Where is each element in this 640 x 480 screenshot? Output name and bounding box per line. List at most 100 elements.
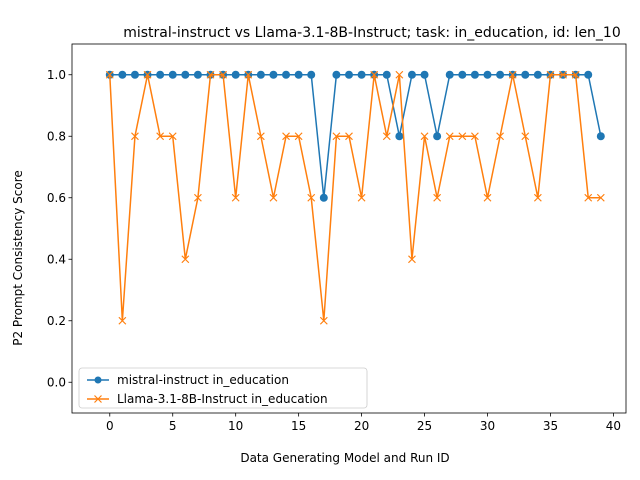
- data-point: [596, 193, 605, 202]
- data-point: [319, 316, 328, 325]
- data-point: [256, 132, 265, 141]
- data-point: [370, 70, 379, 79]
- data-point: [533, 70, 542, 79]
- data-point: [496, 132, 505, 141]
- y-tick-label: 0.0: [47, 375, 66, 389]
- data-point: [345, 70, 353, 79]
- series-2: [105, 70, 605, 325]
- data-point: [357, 193, 366, 202]
- data-point: [458, 70, 467, 79]
- x-tick-label: 25: [417, 419, 432, 433]
- data-point: [571, 70, 580, 79]
- series-layer: [105, 70, 605, 325]
- data-point: [546, 70, 555, 79]
- x-tick-label: 10: [228, 419, 243, 433]
- data-point: [105, 70, 114, 79]
- axes-frame: [71, 43, 627, 414]
- data-point: [231, 70, 240, 79]
- x-tick-label: 35: [543, 419, 558, 433]
- data-point: [382, 132, 391, 141]
- data-point: [445, 132, 454, 141]
- data-point: [433, 193, 442, 202]
- x-tick-label: 30: [480, 419, 495, 433]
- series-line: [109, 74, 602, 199]
- y-tick-label: 0.8: [47, 129, 66, 143]
- data-point: [508, 70, 517, 79]
- y-tick-label: 0.6: [47, 191, 66, 205]
- data-point: [168, 132, 177, 141]
- data-point: [219, 70, 228, 79]
- x-axis: 0 5 10 15 20 25 30 35 40: [106, 413, 621, 433]
- data-point: [156, 70, 165, 79]
- data-point: [118, 70, 127, 79]
- data-point: [584, 193, 593, 202]
- x-tick-label: 0: [106, 419, 114, 433]
- legend-box: [78, 367, 368, 409]
- legend-item: mistral-instruct in_education: [87, 373, 289, 387]
- y-tick-label: 1.0: [47, 68, 66, 82]
- x-tick-label: 40: [606, 419, 621, 433]
- plot-area: [71, 43, 627, 414]
- data-point: [584, 70, 593, 79]
- data-point: [596, 132, 605, 141]
- data-point: [181, 70, 190, 79]
- data-point: [130, 70, 139, 79]
- data-point: [332, 70, 341, 79]
- data-point: [458, 132, 467, 141]
- data-point: [118, 316, 127, 325]
- data-point: [445, 70, 454, 79]
- data-point: [420, 132, 429, 141]
- data-point: [521, 70, 530, 79]
- y-axis: 0.0 0.2 0.4 0.6 0.8 1.0: [47, 68, 72, 389]
- data-point: [483, 193, 492, 202]
- chart-title: mistral-instruct vs Llama-3.1-8B-Instruc…: [123, 25, 621, 41]
- data-point: [420, 70, 429, 79]
- data-point: [470, 132, 479, 141]
- data-point: [181, 255, 190, 264]
- data-point: [533, 193, 542, 202]
- data-point: [294, 132, 303, 141]
- data-point: [470, 70, 479, 79]
- data-point: [433, 132, 442, 141]
- legend-marker: [94, 376, 102, 384]
- data-point: [269, 193, 278, 202]
- data-point: [307, 70, 316, 79]
- data-point: [131, 132, 139, 141]
- data-point: [395, 70, 404, 79]
- data-point: [168, 70, 177, 79]
- data-point: [332, 132, 341, 141]
- data-point: [496, 70, 505, 79]
- data-point: [483, 70, 492, 79]
- data-point: [206, 70, 215, 79]
- legend: mistral-instruct in_education Llama-3.1-8…: [78, 367, 368, 409]
- data-point: [307, 193, 316, 202]
- x-tick-label: 15: [291, 419, 306, 433]
- data-point: [156, 132, 165, 141]
- x-tick-label: 20: [354, 419, 369, 433]
- data-point: [395, 132, 404, 141]
- legend-item: Llama-3.1-8B-Instruct in_education: [87, 392, 328, 406]
- legend-label: mistral-instruct in_education: [117, 373, 289, 387]
- data-point: [193, 193, 202, 202]
- x-tick-label: 5: [169, 419, 177, 433]
- data-point: [193, 70, 202, 79]
- data-point: [256, 70, 265, 79]
- data-point: [282, 70, 291, 79]
- legend-label: Llama-3.1-8B-Instruct in_education: [117, 392, 328, 406]
- data-point: [407, 70, 416, 79]
- data-point: [319, 193, 328, 202]
- data-point: [345, 132, 353, 141]
- data-point: [294, 70, 303, 79]
- data-point: [382, 70, 391, 79]
- y-tick-label: 0.2: [47, 314, 66, 328]
- data-point: [559, 70, 567, 79]
- data-point: [357, 70, 366, 79]
- data-point: [231, 193, 240, 202]
- y-axis-label: P2 Prompt Consistency Score: [11, 170, 25, 346]
- data-point: [244, 70, 253, 79]
- series-line: [109, 74, 601, 322]
- data-point: [521, 132, 530, 141]
- data-point: [408, 255, 416, 264]
- y-tick-label: 0.4: [47, 252, 66, 266]
